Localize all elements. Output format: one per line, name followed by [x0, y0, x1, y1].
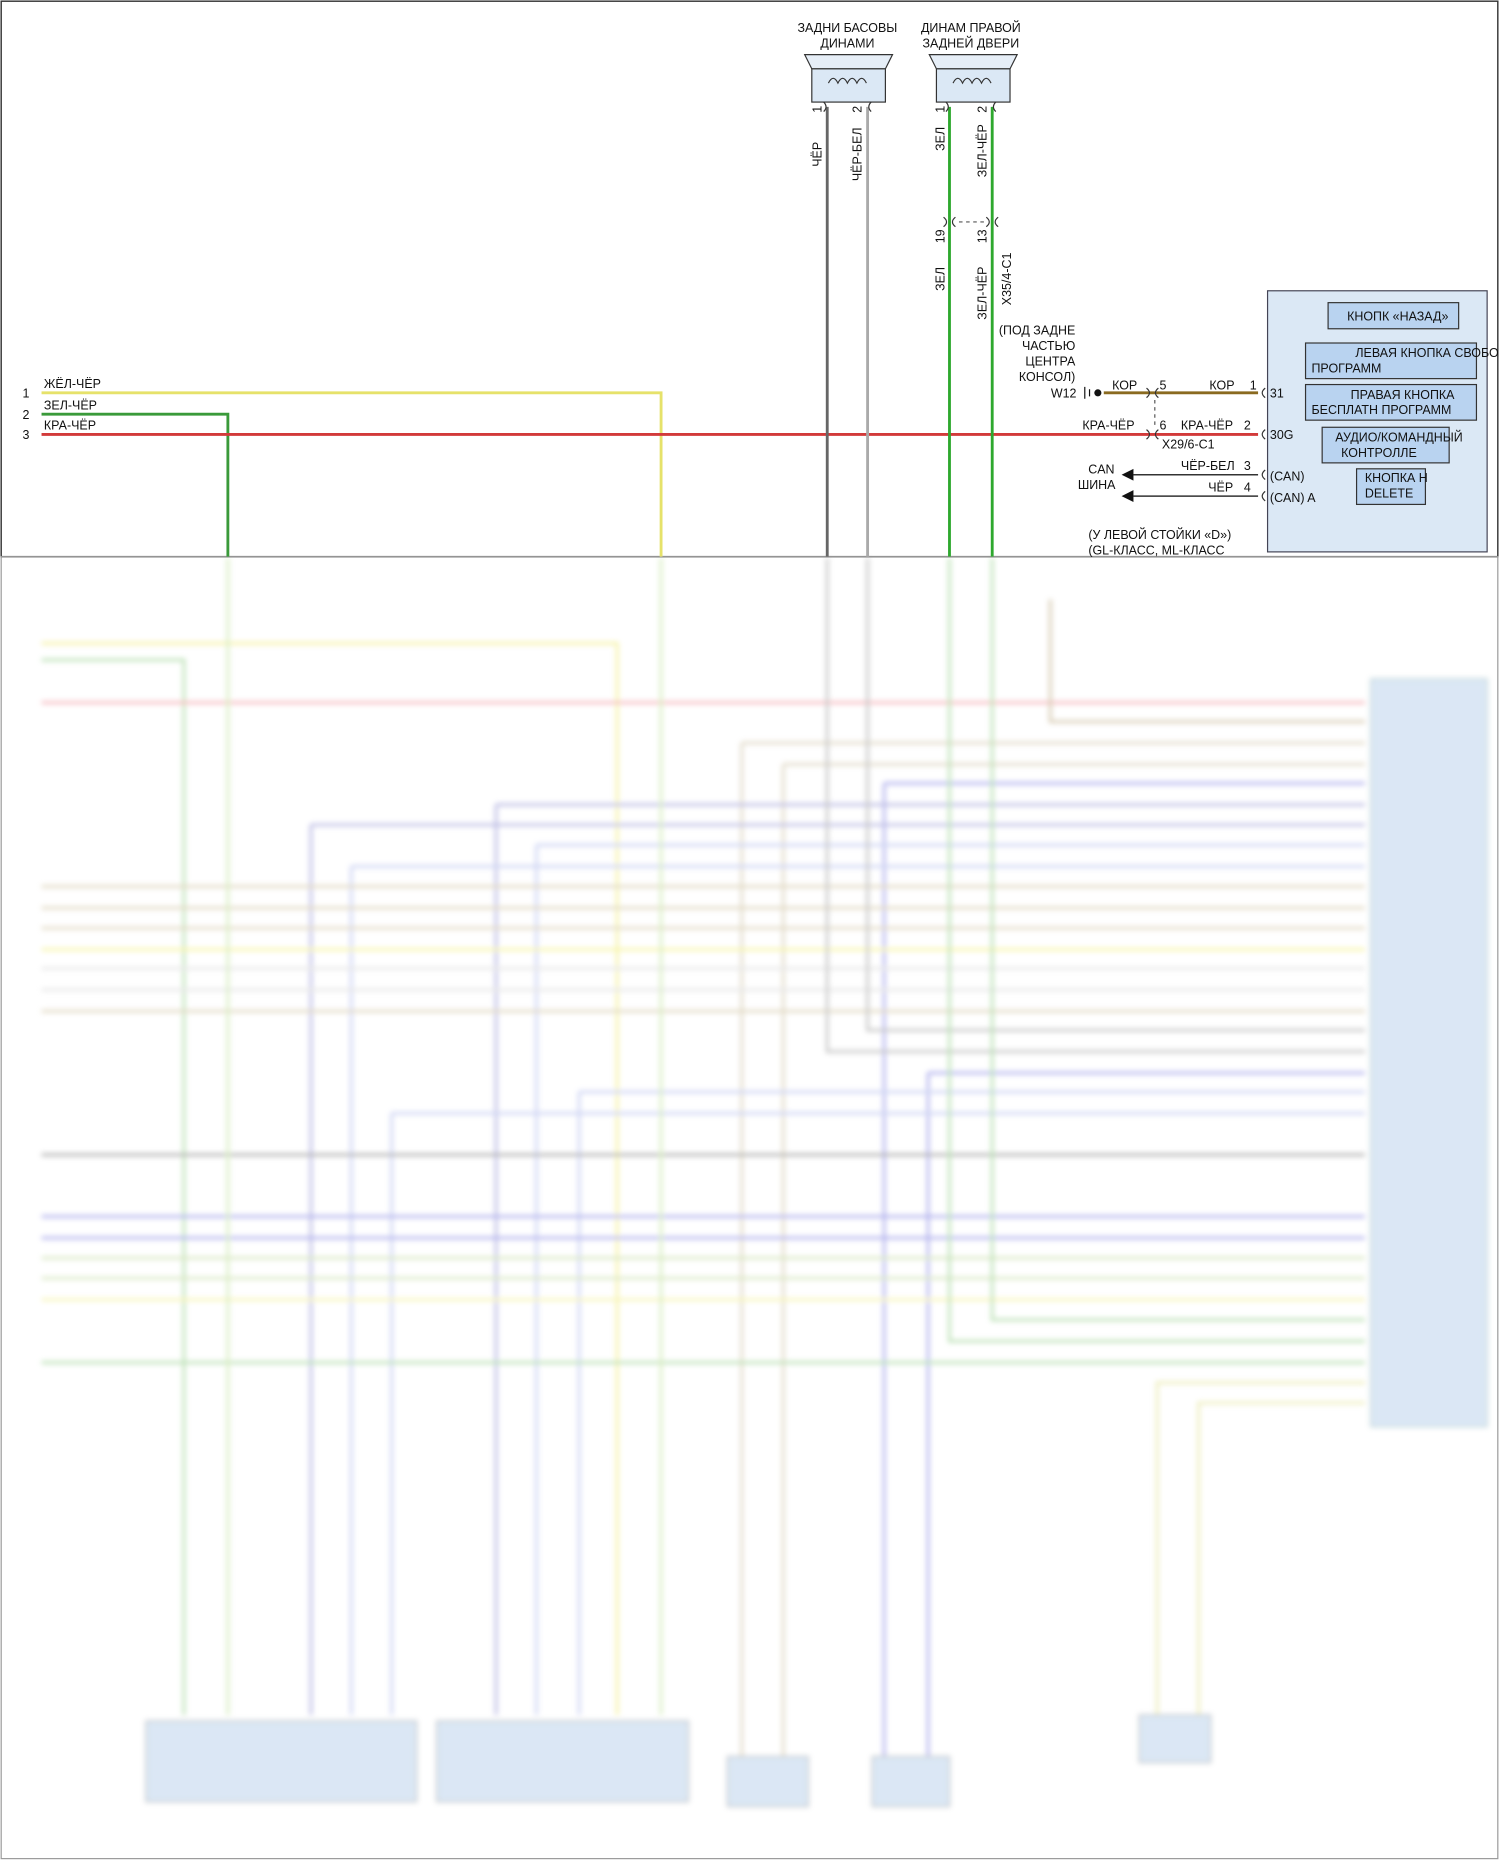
- connector-name: X29/6-C1: [1162, 438, 1215, 452]
- speaker-title: ЗАДНЕЙ ДВЕРИ: [922, 35, 1019, 50]
- pin: 1: [810, 106, 824, 113]
- wire-label: ЗЕЛ-ЧЁР: [975, 124, 989, 177]
- terminal: (CAN) A: [1270, 491, 1316, 505]
- ground-point: [1094, 389, 1102, 397]
- speaker: [928, 54, 1019, 112]
- connector-name: X35/4-C1: [1000, 253, 1014, 306]
- button-label: КНОПКА Н: [1365, 471, 1428, 485]
- pin: 1: [934, 106, 948, 113]
- ground-symbol: [1084, 386, 1091, 399]
- ground-note: (ПОД ЗАДНЕ: [999, 324, 1075, 338]
- labels: ЗАДНИ БАСОВЫ ДИНАМИ ДИНАМ ПРАВОЙ ЗАДНЕЙ …: [23, 20, 1499, 557]
- pin: 2: [23, 408, 30, 422]
- terminal: 31: [1270, 387, 1284, 401]
- wire-label: КРА-ЧЁР: [44, 419, 96, 433]
- pin: 4: [1244, 480, 1251, 494]
- pin: 1: [1250, 378, 1257, 392]
- speaker-title: ДИНАМИ: [820, 36, 874, 50]
- ground-note: ЦЕНТРА: [1025, 355, 1076, 369]
- button-label: КНОПК «НАЗАД»: [1347, 309, 1448, 323]
- terminal: (CAN): [1270, 470, 1305, 484]
- button-label: КОНТРОЛЛЕ: [1341, 446, 1417, 460]
- pin: 3: [23, 428, 30, 442]
- pin: 2: [1244, 419, 1251, 433]
- module-button: [1355, 468, 1427, 506]
- can-label: CAN: [1088, 463, 1114, 477]
- speaker-title: ДИНАМ ПРАВОЙ: [921, 20, 1021, 35]
- wire-label: ЧЁР: [1208, 480, 1233, 494]
- button-label: DELETE: [1365, 486, 1413, 500]
- connector-symbol: [943, 216, 1159, 440]
- button-label: ПРОГРАММ: [1311, 362, 1381, 376]
- speaker-title: ЗАДНИ БАСОВЫ: [798, 21, 898, 35]
- pin: 2: [851, 106, 865, 113]
- wire-label: ЗЕЛ: [934, 127, 948, 151]
- wire-label: ЗЕЛ-ЧЁР: [975, 267, 989, 320]
- blurred-area: [41, 557, 1488, 1807]
- button-label: ЛЕВАЯ КНОПКА СВОБО: [1355, 346, 1499, 360]
- ground-note: КОНСОЛ): [1019, 370, 1075, 384]
- button-label: АУДИО/КОМАНДНЫЙ: [1335, 430, 1463, 445]
- wire-label: ЧЁР-БЕЛ: [851, 127, 865, 181]
- button-label: БЕСПЛАТН ПРОГРАММ: [1311, 403, 1451, 417]
- terminal-symbol: [1261, 387, 1266, 502]
- terminal: 30G: [1270, 428, 1294, 442]
- can-label: ШИНА: [1078, 478, 1116, 492]
- ground-name: W12: [1051, 387, 1077, 401]
- pin: 5: [1160, 378, 1167, 392]
- location-note: (GL-КЛАСС, ML-КЛАСС: [1088, 543, 1224, 557]
- speaker: [803, 54, 894, 112]
- wire-label: ЖЁЛ-ЧЁР: [44, 377, 101, 391]
- pin: 19: [934, 229, 948, 243]
- wire-label: ЧЁР: [810, 142, 824, 167]
- pin: 3: [1244, 459, 1251, 473]
- module-button: [1304, 342, 1478, 380]
- pin: 1: [23, 387, 30, 401]
- can-arrows: [1121, 468, 1134, 503]
- location-note: (У ЛЕВОЙ СТОЙКИ «D»): [1088, 527, 1231, 542]
- pin: 13: [975, 229, 989, 243]
- wire-label: ЧЁР-БЕЛ: [1181, 459, 1235, 473]
- wire-label: КРА-ЧЁР: [1082, 419, 1134, 433]
- frame-lower: [0, 556, 1499, 1860]
- button-label: ПРАВАЯ КНОПКА: [1351, 388, 1456, 402]
- pin: 6: [1160, 419, 1167, 433]
- pin: 2: [975, 106, 989, 113]
- module-button: [1321, 426, 1450, 464]
- wires: [41, 106, 1259, 557]
- module: [1266, 290, 1488, 553]
- wire-label: КОР: [1112, 378, 1137, 392]
- module-button: [1327, 302, 1460, 330]
- module-button: [1304, 383, 1478, 421]
- wire-label: КОР: [1209, 378, 1234, 392]
- wire-label: КРА-ЧЁР: [1181, 419, 1233, 433]
- wire-label: ЗЕЛ: [934, 267, 948, 291]
- wire-label: ЗЕЛ-ЧЁР: [44, 398, 97, 412]
- ground-note: ЧАСТЬЮ: [1022, 339, 1075, 353]
